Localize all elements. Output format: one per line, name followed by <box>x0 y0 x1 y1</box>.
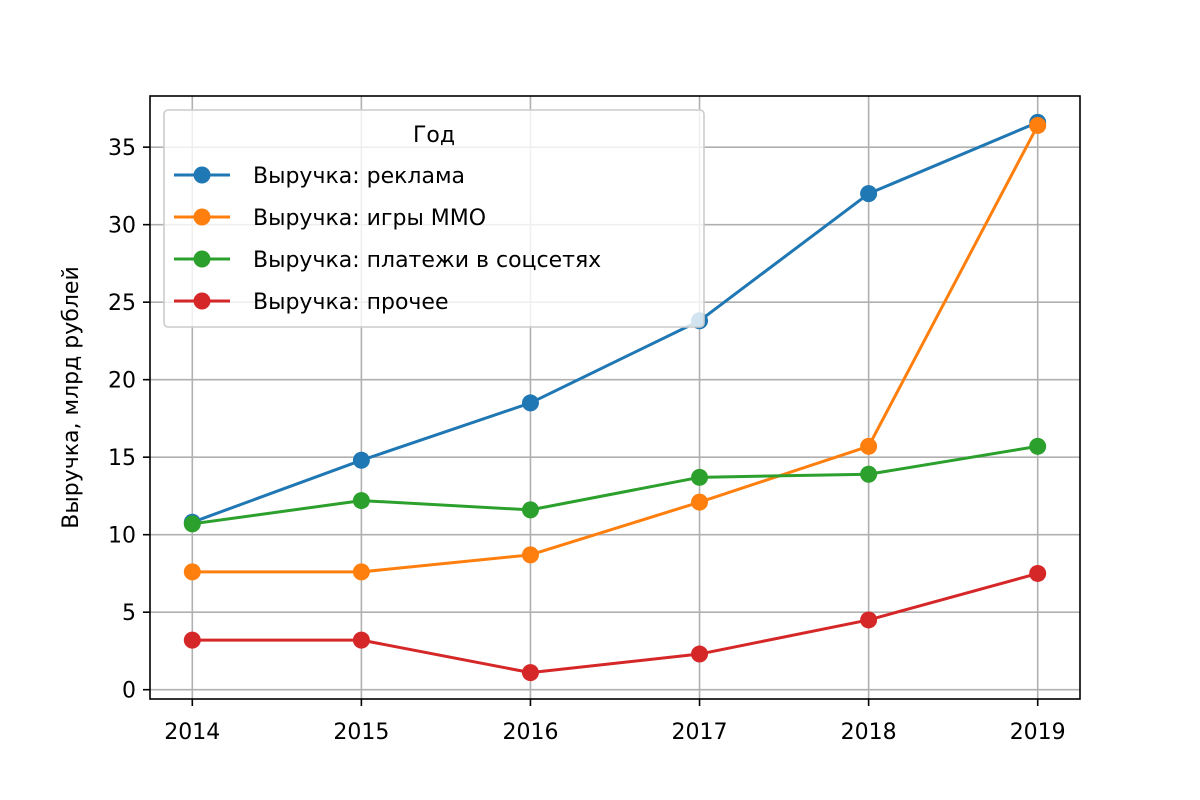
data-point <box>521 664 539 682</box>
legend-title: Год <box>413 123 455 148</box>
data-point <box>352 563 370 581</box>
y-axis-label: Выручка, млрд рублей <box>59 266 84 528</box>
x-tick-label: 2015 <box>333 720 389 745</box>
data-point <box>183 631 201 649</box>
data-point <box>691 468 709 486</box>
series-line <box>190 444 1040 526</box>
y-tick-label: 30 <box>108 214 136 239</box>
x-tick-label: 2018 <box>841 720 897 745</box>
y-tick-label: 35 <box>108 136 136 161</box>
y-tick-label: 20 <box>108 369 136 394</box>
series-line <box>190 123 1040 574</box>
data-point <box>352 451 370 469</box>
legend-label: Выручка: платежи в соцсетях <box>253 248 601 273</box>
data-point <box>860 185 878 203</box>
data-point <box>183 563 201 581</box>
legend-swatch-marker <box>193 208 211 226</box>
data-point <box>521 546 539 564</box>
data-point <box>521 501 539 519</box>
legend-swatch-marker <box>193 250 211 268</box>
legend-swatch-marker <box>193 166 211 184</box>
data-point <box>860 437 878 455</box>
data-point <box>352 631 370 649</box>
y-tick-label: 5 <box>122 601 136 626</box>
x-tick-label: 2017 <box>672 720 728 745</box>
series-line <box>190 571 1040 675</box>
y-tick-label: 10 <box>108 524 136 549</box>
data-point <box>691 645 709 663</box>
y-tick-label: 15 <box>108 446 136 471</box>
legend-label: Выручка: реклама <box>253 164 465 189</box>
data-point <box>1029 437 1047 455</box>
x-tick-label: 2016 <box>502 720 558 745</box>
data-point <box>1029 564 1047 582</box>
data-point <box>521 394 539 412</box>
data-point <box>183 515 201 533</box>
series-layer <box>183 113 1047 682</box>
legend-swatch-marker <box>193 292 211 310</box>
x-tick-label: 2019 <box>1010 720 1066 745</box>
legend-box <box>163 109 705 328</box>
data-point <box>860 611 878 629</box>
legend-label: Выручка: прочее <box>253 290 449 315</box>
series-line <box>190 120 1040 525</box>
data-point <box>860 465 878 483</box>
x-tick-label: 2014 <box>164 720 220 745</box>
plot-frame <box>149 95 1081 700</box>
y-tick-label: 0 <box>122 679 136 704</box>
data-point <box>691 493 709 511</box>
legend-label: Выручка: игры MMO <box>253 206 486 231</box>
y-tick-label: 25 <box>108 291 136 316</box>
data-point <box>1029 116 1047 134</box>
data-point <box>352 492 370 510</box>
legend: Год Выручка: реклама Выручка: игры MMO Выру… <box>163 109 705 328</box>
axes: 2014 2015 2016 2017 2018 2019 0 5 10 15 20 25 30 35 Вы… <box>59 95 1081 745</box>
